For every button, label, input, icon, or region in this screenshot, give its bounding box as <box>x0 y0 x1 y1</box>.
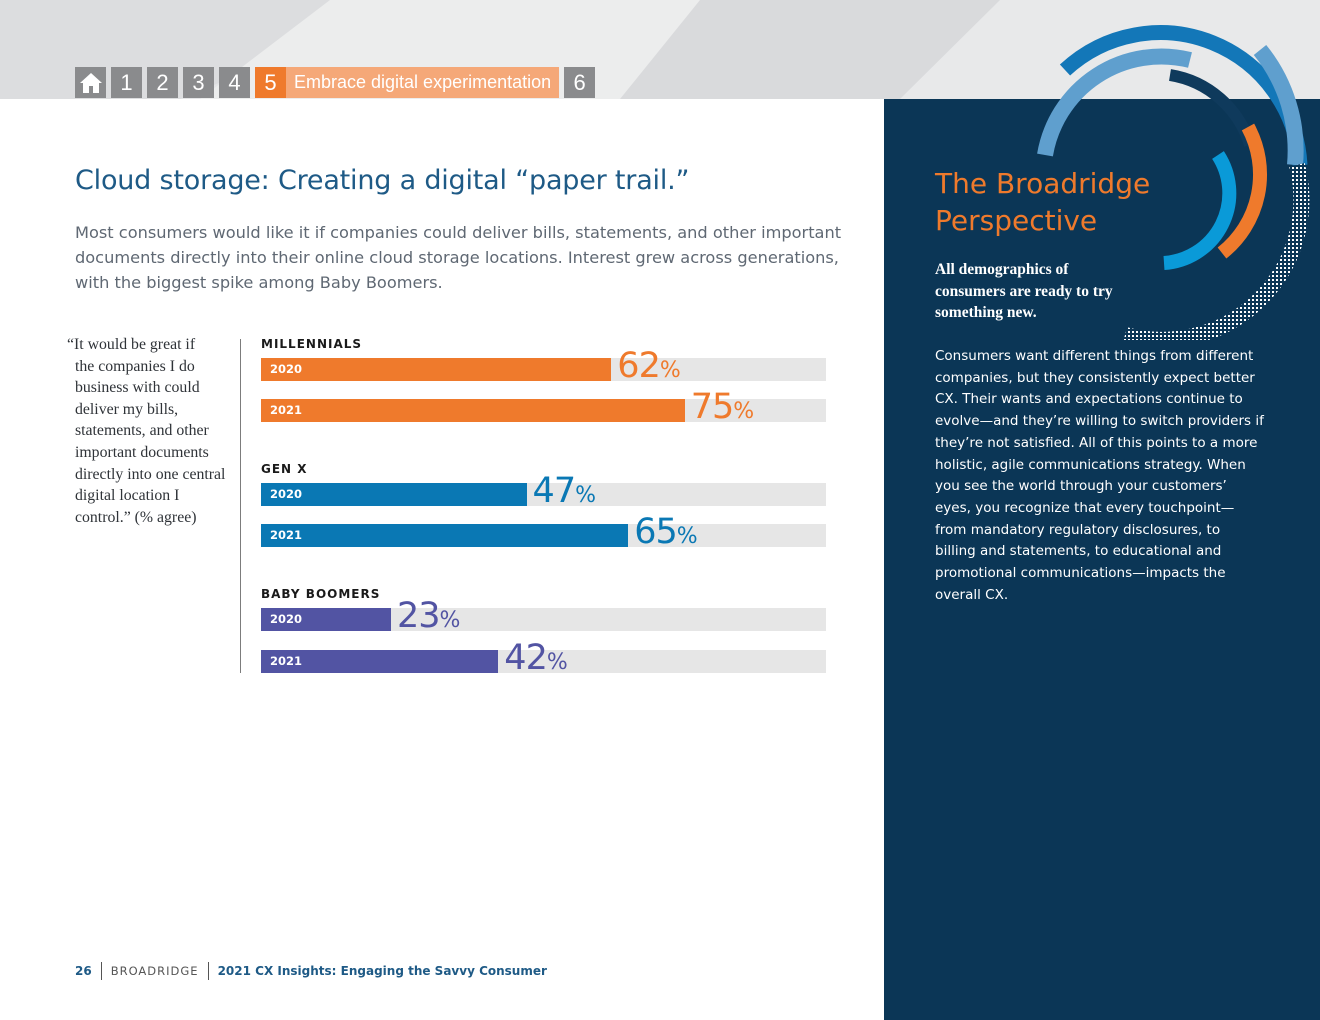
home-icon <box>79 72 102 93</box>
survey-quote: “It would be great if the companies I do… <box>67 334 237 528</box>
year-label: 2021 <box>270 528 303 542</box>
nav-tab-3[interactable]: 3 <box>183 67 214 98</box>
bar-track-millennials-2020: 2020 62% <box>261 346 826 386</box>
value-label: 75% <box>691 387 754 432</box>
percent-sign: % <box>439 608 461 633</box>
value-number: 62 <box>617 346 661 386</box>
nav-tab-5-label[interactable]: Embrace digital experimentation <box>286 67 560 98</box>
panel-lead: All demographics of consumers are ready … <box>935 261 1113 321</box>
generation-bar-chart: MILLENNIALS 2020 62% 2021 75% GEN X 2020… <box>261 330 831 680</box>
bar-track-genx-2021: 2021 65% <box>261 512 826 552</box>
year-label: 2021 <box>270 403 303 417</box>
section-nav: 1 2 3 4 5 Embrace digital experimentatio… <box>75 67 596 98</box>
value-label: 65% <box>634 512 697 557</box>
value-number: 47 <box>532 471 577 511</box>
value-label: 42% <box>504 638 567 683</box>
footer-divider <box>100 962 102 980</box>
bar-boomers-2021 <box>261 650 499 673</box>
value-number: 23 <box>396 596 441 636</box>
percent-sign: % <box>676 524 698 549</box>
value-number: 65 <box>634 512 678 552</box>
page-title: Cloud storage: Creating a digital “paper… <box>75 165 690 196</box>
intro-paragraph: Most consumers would like it if companie… <box>75 223 842 292</box>
decorative-arcs <box>1037 25 1310 340</box>
group-label-genx: GEN X <box>261 462 308 476</box>
nav-home-button[interactable] <box>75 67 106 98</box>
group-label-millennials: MILLENNIALS <box>261 337 363 351</box>
bar-track-boomers-2021: 2021 42% <box>261 638 826 678</box>
nav-tab-5[interactable]: 5 <box>255 67 286 98</box>
bar-millennials-2021 <box>261 399 685 422</box>
year-label: 2020 <box>270 612 303 626</box>
value-label: 23% <box>397 596 460 641</box>
page-number: 26 <box>75 964 92 978</box>
year-label: 2020 <box>270 487 303 501</box>
percent-sign: % <box>733 399 755 424</box>
percent-sign: % <box>659 358 681 383</box>
page-footer: 26 BROADRIDGE 2021 CX Insights: Engaging… <box>75 962 547 980</box>
panel-body: Consumers want different things from dif… <box>935 348 1264 603</box>
quote-rest: the companies I do business with could d… <box>75 357 226 526</box>
bar-genx-2021 <box>261 524 629 547</box>
footer-brand: BROADRIDGE <box>110 964 199 978</box>
value-label: 62% <box>617 346 680 391</box>
footer-divider <box>207 962 209 980</box>
bar-boomers-2020 <box>261 608 391 631</box>
perspective-panel <box>884 99 1320 1020</box>
value-number: 75 <box>690 387 735 427</box>
bar-track-boomers-2020: 2020 23% <box>261 596 826 636</box>
quote-first-line: “It would be great if <box>67 336 196 353</box>
footer-document-title: 2021 CX Insights: Engaging the Savvy Con… <box>217 964 547 978</box>
percent-sign: % <box>546 650 568 675</box>
year-label: 2021 <box>270 654 303 668</box>
nav-tab-1[interactable]: 1 <box>111 67 142 98</box>
bar-track-millennials-2021: 2021 75% <box>261 387 826 427</box>
year-label: 2020 <box>270 362 303 376</box>
nav-tab-2[interactable]: 2 <box>147 67 178 98</box>
nav-tab-4[interactable]: 4 <box>219 67 250 98</box>
bar-millennials-2020 <box>261 358 612 381</box>
value-number: 42 <box>504 638 548 678</box>
percent-sign: % <box>575 483 596 508</box>
bar-genx-2020 <box>261 483 527 506</box>
group-label-baby-boomers: BABY BOOMERS <box>261 587 381 601</box>
value-label: 47% <box>533 471 596 516</box>
bar-track-genx-2020: 2020 47% <box>261 471 826 511</box>
panel-title: The Broadridge Perspective <box>935 167 1151 237</box>
nav-tab-6[interactable]: 6 <box>564 67 596 98</box>
quote-divider <box>240 339 241 673</box>
